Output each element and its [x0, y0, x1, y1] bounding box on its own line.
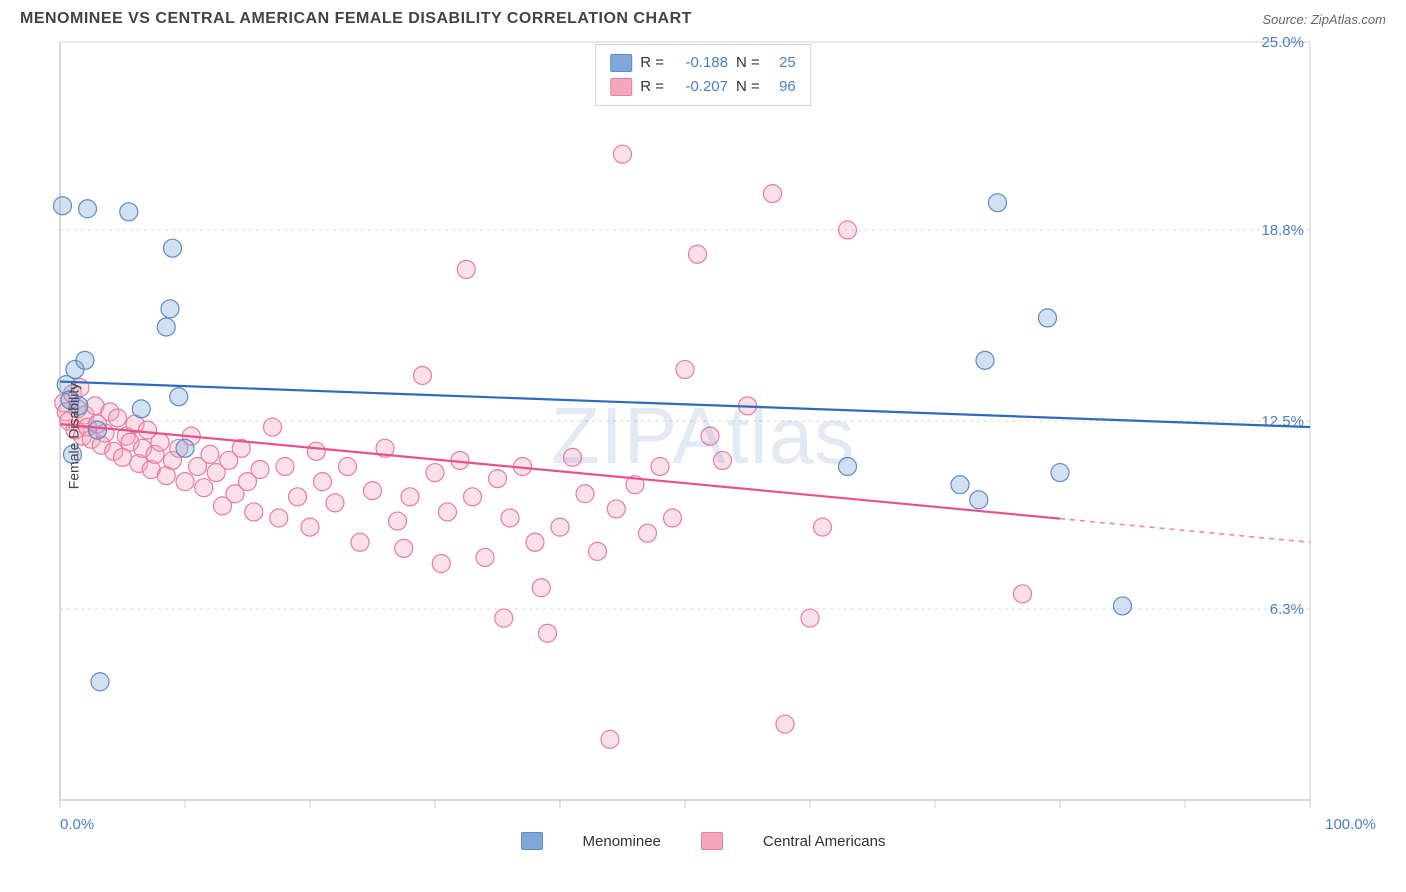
x-min-label: 0.0%	[60, 816, 94, 833]
svg-text:6.3%: 6.3%	[1270, 601, 1304, 618]
n-label: N =	[736, 75, 760, 99]
chart-title: MENOMINEE VS CENTRAL AMERICAN FEMALE DIS…	[20, 10, 692, 28]
stat-legend-box: R = -0.188 N = 25 R = -0.207 N = 96	[595, 44, 811, 106]
y-axis-title: Female Disability	[65, 383, 81, 490]
stat-swatch-menominee	[610, 54, 632, 72]
stat-row-central: R = -0.207 N = 96	[610, 75, 796, 99]
n-value-central: 96	[768, 75, 796, 99]
r-value-menominee: -0.188	[672, 51, 728, 75]
n-label: N =	[736, 51, 760, 75]
svg-text:18.8%: 18.8%	[1261, 222, 1304, 239]
source-name: ZipAtlas.com	[1311, 12, 1386, 27]
n-value-menominee: 25	[768, 51, 796, 75]
stat-row-menominee: R = -0.188 N = 25	[610, 51, 796, 75]
chart-area: Female Disability 6.3%12.5%18.8%25.0% ZI…	[20, 34, 1386, 838]
stat-swatch-central	[610, 78, 632, 96]
r-label: R =	[640, 75, 664, 99]
r-label: R =	[640, 51, 664, 75]
chart-header: MENOMINEE VS CENTRAL AMERICAN FEMALE DIS…	[0, 0, 1406, 32]
svg-text:25.0%: 25.0%	[1261, 34, 1304, 51]
x-max-label: 100.0%	[1325, 816, 1376, 833]
scatter-chart: 6.3%12.5%18.8%25.0%	[20, 34, 1320, 814]
x-axis-labels: 0.0% 100.0%	[20, 814, 1386, 838]
source-prefix: Source:	[1262, 12, 1310, 27]
r-value-central: -0.207	[672, 75, 728, 99]
chart-source: Source: ZipAtlas.com	[1262, 12, 1386, 27]
